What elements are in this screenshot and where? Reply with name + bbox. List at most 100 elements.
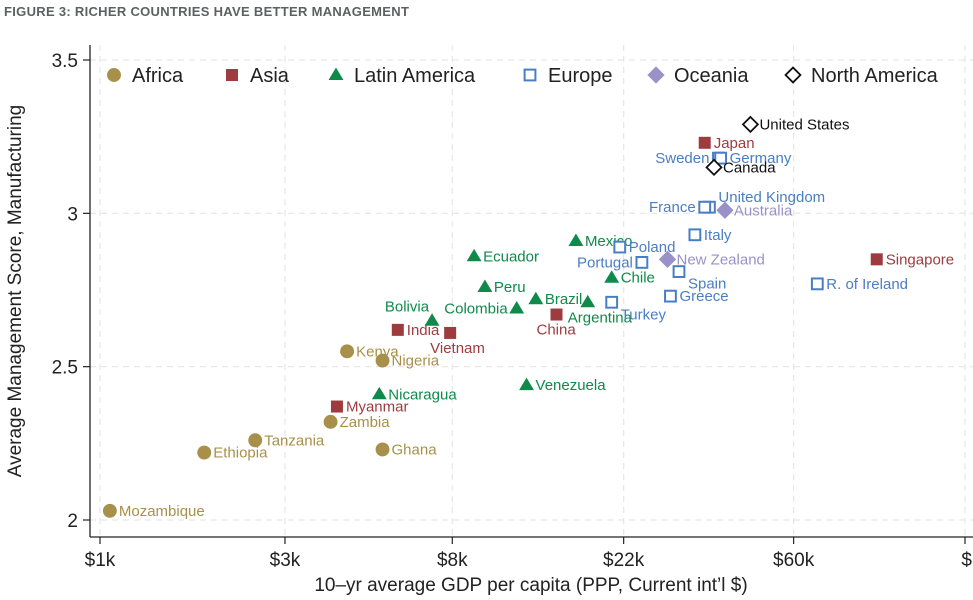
point-label-turkey: Turkey	[621, 306, 667, 323]
x-tick-label: $	[961, 550, 972, 571]
point-peru	[477, 279, 493, 292]
x-tick-label: $22k	[603, 550, 645, 571]
point-label-ethiopia: Ethiopia	[213, 445, 268, 462]
point-mozambique	[102, 503, 117, 518]
point-label-nigeria: Nigeria	[392, 353, 440, 370]
x-tick-label: $1k	[85, 550, 116, 571]
axes	[89, 45, 973, 538]
point-label-bolivia: Bolivia	[385, 299, 430, 316]
point-label-france: France	[649, 199, 696, 216]
legend-marker-africa	[107, 68, 121, 82]
point-label-sweden: Sweden	[655, 150, 709, 167]
point-india	[391, 323, 404, 336]
legend-label: Europe	[548, 65, 613, 87]
point-canada	[705, 158, 723, 177]
grid	[90, 45, 973, 537]
point-label-poland: Poland	[629, 239, 676, 256]
point-ethiopia	[197, 445, 212, 460]
point-label-argentina: Argentina	[568, 309, 633, 326]
point-japan	[698, 136, 711, 149]
point-label-italy: Italy	[704, 227, 732, 244]
point-label-kenya: Kenya	[356, 343, 399, 360]
point-singapore	[870, 253, 883, 266]
point-label-new-zealand: New Zealand	[677, 251, 765, 268]
point-label-india: India	[407, 322, 440, 339]
point-spain	[672, 265, 686, 279]
point-label-china: China	[536, 322, 576, 339]
point-label-venezuela: Venezuela	[536, 377, 607, 394]
point-label-germany: Germany	[730, 150, 792, 167]
x-tick-label: $8k	[437, 550, 468, 571]
point-china	[550, 308, 563, 321]
point-label-vietnam: Vietnam	[430, 340, 485, 357]
legend: Africa Asia Latin America Europe Oceania Nort…	[107, 65, 939, 87]
figure-title: FIGURE 3: RICHER COUNTRIES HAVE BETTER M…	[4, 4, 410, 19]
point-zambia	[323, 414, 338, 429]
point-nicaragua	[371, 386, 387, 400]
point-label-nicaragua: Nicaragua	[388, 386, 457, 403]
y-tick-label: 3	[67, 204, 78, 225]
legend-label: Latin America	[354, 65, 476, 87]
point-label-zambia: Zambia	[340, 414, 391, 431]
point-label-brazil: Brazil	[545, 291, 583, 308]
point-poland	[613, 240, 627, 254]
point-label-ghana: Ghana	[392, 441, 438, 458]
point-label-singapore: Singapore	[886, 251, 954, 268]
tick-labels: 2 2.5 3 3.5 $1k $3k $8k $22k $60k $	[52, 51, 973, 571]
point-label-r-of-ireland: R. of Ireland	[826, 276, 908, 293]
point-bolivia	[424, 313, 440, 326]
point-portugal	[635, 256, 649, 269]
point-australia	[716, 201, 734, 219]
legend-label: North America	[811, 65, 939, 87]
point-greece	[664, 289, 677, 303]
point-label-chile: Chile	[621, 270, 655, 287]
y-tick-label: 2.5	[52, 358, 78, 379]
point-r-of-ireland	[810, 277, 824, 291]
x-tick-label: $60k	[773, 550, 815, 571]
point-label-united-states: United States	[759, 116, 849, 133]
point-label-tanzania: Tanzania	[264, 432, 325, 449]
point-chile	[604, 270, 620, 283]
legend-label: Oceania	[674, 65, 749, 87]
legend-marker-north-america	[784, 66, 802, 84]
point-kenya	[340, 344, 355, 359]
point-united-states	[741, 115, 760, 134]
x-axis-title: 10–yr average GDP per capita (PPP, Curre…	[314, 575, 747, 596]
point-mexico	[568, 233, 584, 246]
point-argentina	[580, 294, 596, 308]
point-vietnam	[444, 326, 457, 339]
point-colombia	[509, 300, 525, 314]
point-label-mozambique: Mozambique	[119, 503, 205, 520]
point-label-colombia: Colombia	[444, 300, 508, 317]
point-new-zealand	[658, 250, 677, 268]
x-tick-label: $3k	[270, 550, 301, 571]
legend-marker-asia	[226, 69, 238, 81]
y-axis-title: Average Management Score, Manufacturing	[5, 105, 26, 477]
point-venezuela	[519, 377, 534, 391]
point-label-ecuador: Ecuador	[483, 248, 539, 265]
point-label-portugal: Portugal	[577, 254, 633, 271]
legend-label: Africa	[132, 65, 184, 87]
y-tick-label: 3.5	[52, 51, 78, 72]
point-label-myanmar: Myanmar	[346, 399, 409, 416]
point-germany	[714, 151, 728, 165]
point-label-united-kingdom: United Kingdom	[718, 189, 825, 206]
point-label-peru: Peru	[494, 279, 526, 296]
point-turkey	[605, 295, 619, 309]
legend-label: Asia	[250, 65, 290, 87]
point-ecuador	[466, 248, 482, 262]
point-label-canada: Canada	[723, 159, 776, 176]
point-italy	[688, 228, 702, 242]
point-france	[698, 200, 712, 214]
legend-marker-latin-america	[328, 67, 344, 81]
y-tick-label: 2	[67, 511, 78, 532]
point-tanzania	[248, 433, 263, 448]
point-ghana	[375, 442, 390, 457]
point-label-australia: Australia	[734, 202, 793, 219]
point-nigeria	[375, 353, 390, 368]
point-brazil	[528, 291, 544, 305]
point-label-spain: Spain	[688, 276, 726, 293]
legend-marker-oceania	[647, 66, 665, 84]
